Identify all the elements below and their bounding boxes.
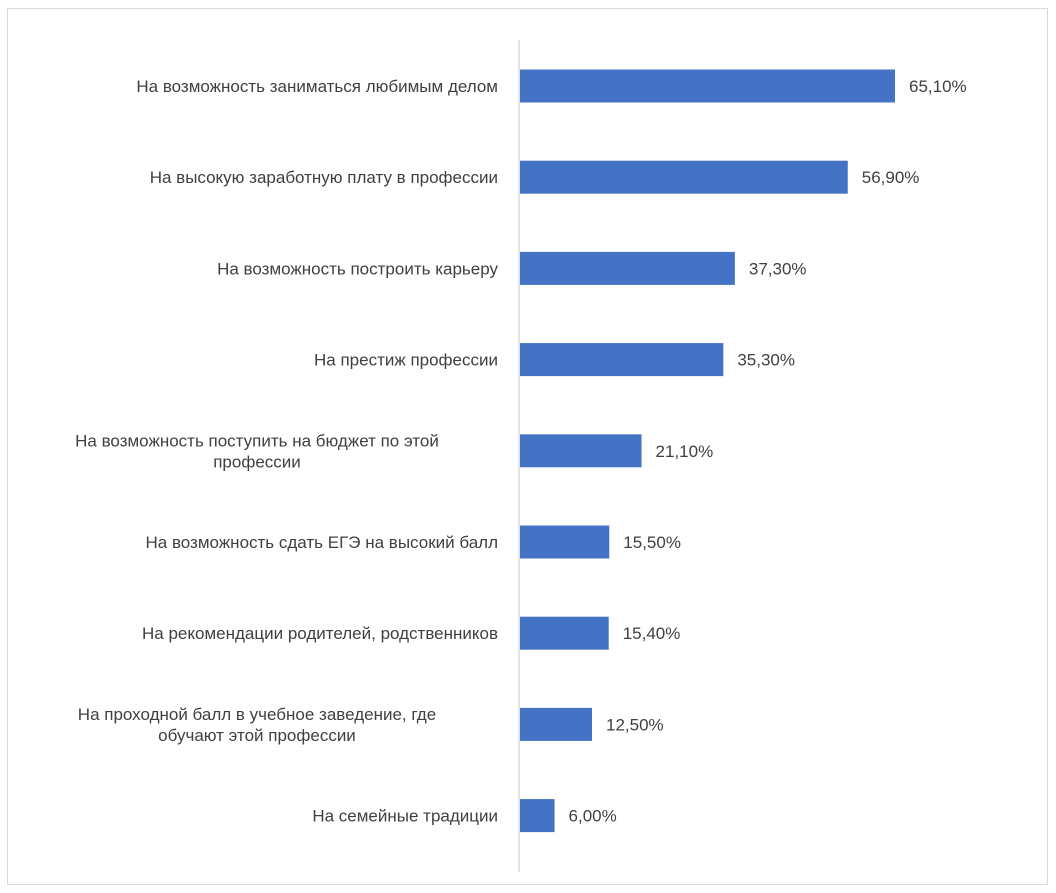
category-label-line: На высокую заработную плату в профессии [150,168,498,187]
category-label-line: На возможность заниматься любимым делом [136,77,498,96]
category-label-line: На семейные традиции [312,807,498,826]
category-label-line: На возможность сдать ЕГЭ на высокий балл [146,533,499,552]
value-label-1: 65,10% [909,77,967,96]
bar-4 [520,343,724,377]
value-label-2: 56,90% [862,168,920,187]
category-label-6: На возможность сдать ЕГЭ на высокий балл [146,533,499,552]
category-label-5: На возможность поступить на бюджет по эт… [75,431,439,471]
category-label-line: обучают этой профессии [158,726,356,745]
bar-6 [520,525,610,559]
value-labels-layer: 65,10% 56,90% 37,30% 35,30% 21,10% 15,50% 15,4… [569,77,967,826]
bar-1 [520,69,895,103]
category-label-7: На рекомендации родителей, родственников [142,624,498,643]
category-label-4: На престиж профессии [314,351,498,370]
value-label-9: 6,00% [569,807,617,826]
category-label-line: На рекомендации родителей, родственников [142,624,498,643]
value-label-8: 12,50% [606,715,664,734]
category-label-line: На возможность построить карьеру [217,259,498,278]
value-label-4: 35,30% [737,351,795,370]
value-label-7: 15,40% [623,624,681,643]
category-label-line: На престиж профессии [314,351,498,370]
bar-3 [520,251,735,285]
value-label-3: 37,30% [749,259,807,278]
bar-9 [520,799,555,833]
category-label-line: профессии [213,452,301,471]
category-label-9: На семейные традиции [312,807,498,826]
category-labels-layer: На возможность заниматься любимым делом Н… [75,77,498,826]
bar-7 [520,616,609,650]
category-label-2: На высокую заработную плату в профессии [150,168,498,187]
bar-5 [520,434,642,468]
category-label-1: На возможность заниматься любимым делом [136,77,498,96]
value-label-6: 15,50% [623,533,681,552]
bar-2 [520,160,848,194]
bar-8 [520,707,593,741]
value-label-5: 21,10% [656,442,714,461]
category-label-line: На возможность поступить на бюджет по эт… [75,431,439,450]
category-label-8: На проходной балл в учебное заведение, г… [78,705,436,745]
bars-layer [520,69,895,833]
category-label-line: На проходной балл в учебное заведение, г… [78,705,436,724]
category-label-3: На возможность построить карьеру [217,259,498,278]
